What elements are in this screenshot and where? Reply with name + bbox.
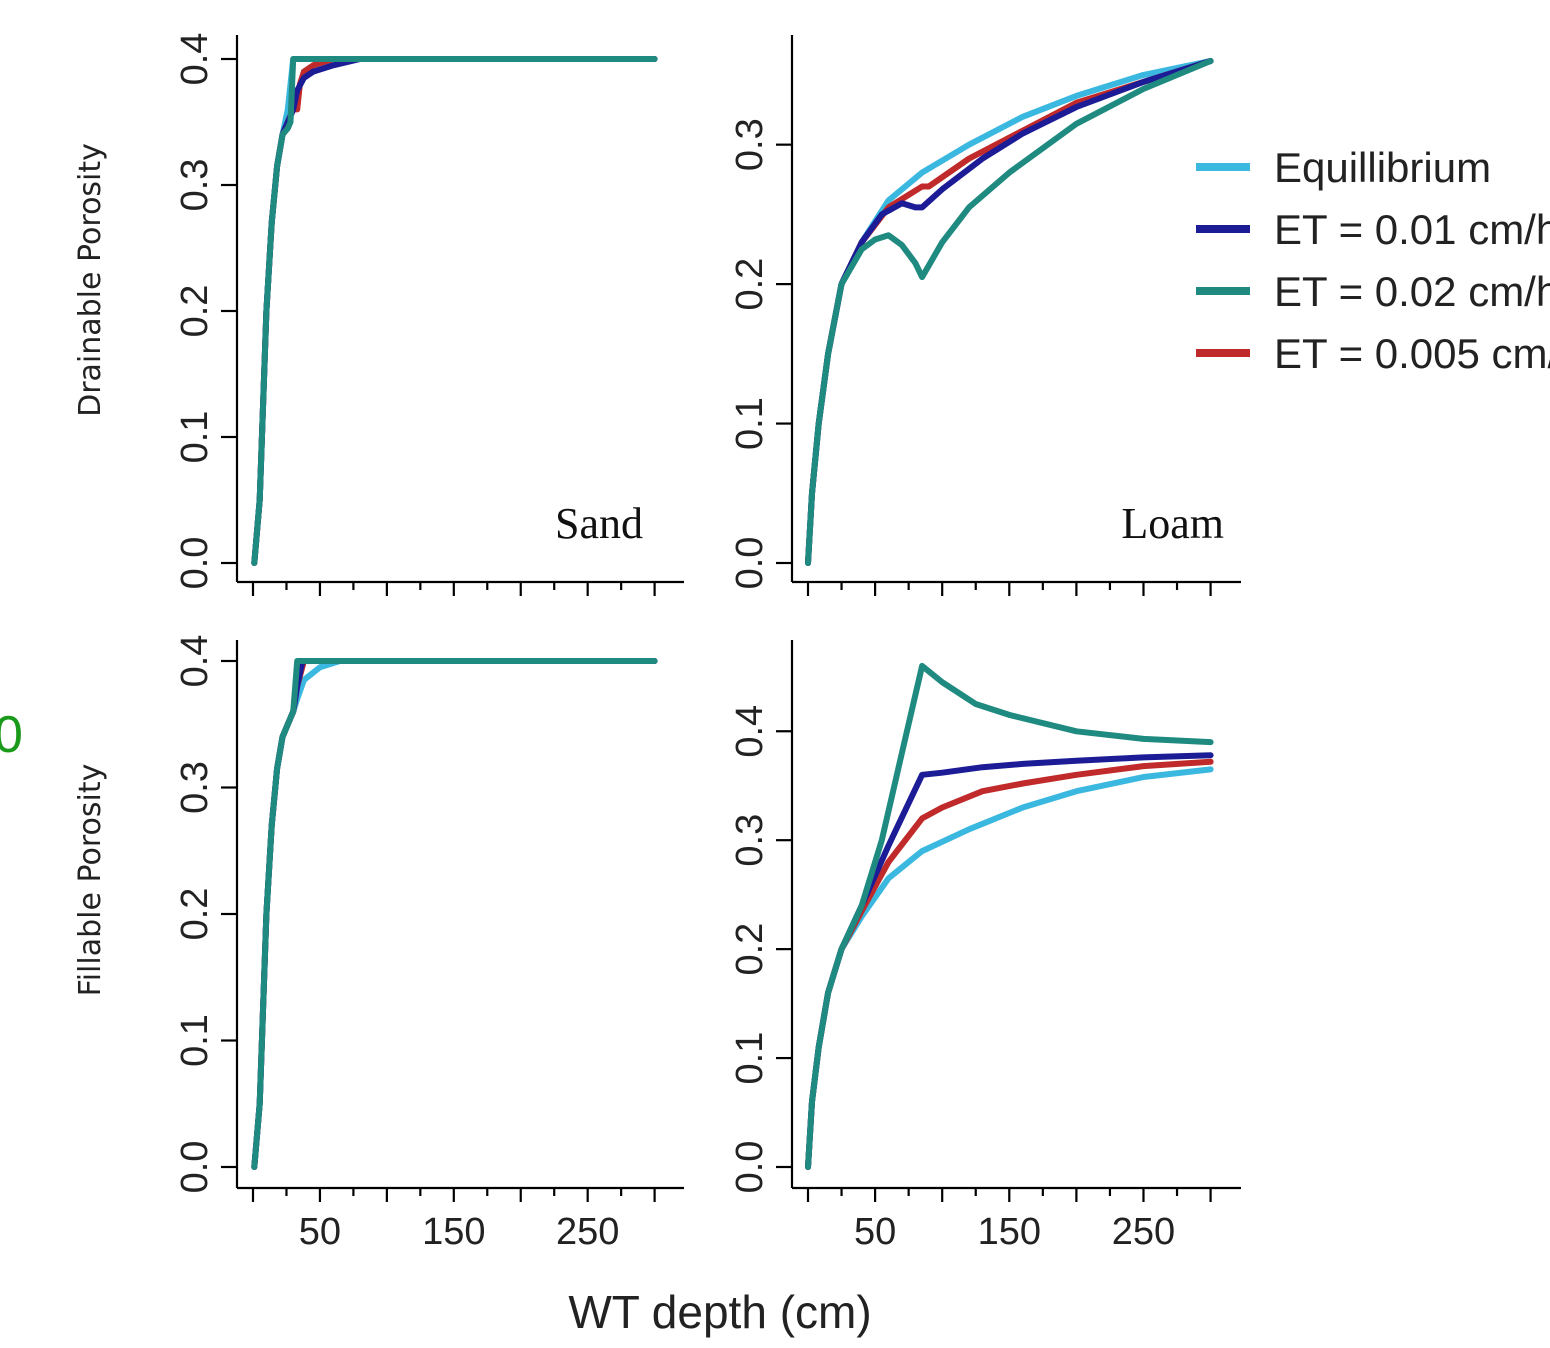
y-tick-label: 0.4	[174, 33, 216, 86]
legend-label: ET = 0.01 cm/h	[1274, 206, 1550, 253]
y-axis-label: Drainable Porosity	[73, 143, 108, 417]
y-tick-label: 0.3	[729, 814, 771, 867]
y-tick-label: 0.3	[729, 118, 771, 171]
y-tick-label: 0.2	[729, 923, 771, 976]
y-tick-label: 0.0	[729, 1141, 771, 1194]
y-tick-label: 0.0	[174, 537, 216, 590]
series-line-et-0-01-cm-h	[805, 752, 1214, 1170]
y-tick-label: 0.4	[729, 705, 771, 758]
y-tick-label: 0.1	[174, 1014, 216, 1067]
series-line-equillibrium	[805, 766, 1214, 1170]
panel-3: 0.0 0.1 0.2 0.3 0.4 50 150 250 Fillable Porosity	[73, 635, 684, 1253]
series-line-et-0-02-cm-h	[251, 56, 658, 566]
series-line-et-0-02-cm-h	[805, 662, 1214, 1170]
series-line-et-0-02-cm-h	[251, 658, 658, 1170]
y-tick-label: 0.1	[729, 397, 771, 450]
y-tick-label: 0.3	[174, 761, 216, 814]
panel-4: 0.0 0.1 0.2 0.3 0.4 50 150 250	[729, 640, 1241, 1253]
legend-label: Equillibrium	[1274, 144, 1491, 191]
panel-label: Loam	[1121, 499, 1224, 548]
y-tick-label: 0.0	[174, 1141, 216, 1194]
series-line-et-0-01-cm-h	[251, 658, 658, 1170]
series-line-et-0-01-cm-h	[251, 56, 658, 566]
panel-1: 0.0 0.1 0.2 0.3 0.4 Sand Drainable Porosity	[73, 33, 684, 596]
x-tick-label: 250	[556, 1211, 619, 1253]
x-tick-label: 50	[854, 1211, 896, 1253]
series-line-et-0-02-cm-h	[805, 58, 1214, 566]
panel-label: Sand	[555, 499, 643, 548]
y-axis-label: Fillable Porosity	[73, 764, 108, 997]
y-tick-label: 0.4	[174, 635, 216, 688]
x-tick-label: 150	[422, 1211, 485, 1253]
side-mark: 0	[0, 706, 23, 764]
legend-label: ET = 0.02 cm/h	[1274, 268, 1550, 315]
x-axis-label: WT depth (cm)	[568, 1286, 871, 1338]
y-tick-label: 0.1	[174, 411, 216, 464]
y-tick-label: 0.2	[174, 888, 216, 941]
series-line-et-0-005-cm-h	[251, 56, 658, 566]
panel-2: 0.0 0.1 0.2 0.3 Loam	[729, 35, 1241, 596]
series-line-equillibrium	[251, 658, 658, 1170]
series-line-et-0-005-cm-h	[805, 58, 1214, 566]
series-line-equillibrium	[251, 56, 658, 566]
x-tick-label: 50	[299, 1211, 341, 1253]
y-tick-label: 0.3	[174, 159, 216, 212]
series-line-et-0-005-cm-h	[251, 658, 658, 1170]
legend: Equillibrium ET = 0.01 cm/h ET = 0.02 cm/h…	[1196, 144, 1550, 377]
series-line-et-0-005-cm-h	[805, 758, 1214, 1170]
y-tick-label: 0.0	[729, 537, 771, 590]
x-tick-label: 250	[1112, 1211, 1175, 1253]
legend-label: ET = 0.005 cm/h	[1274, 330, 1550, 377]
y-tick-label: 0.2	[174, 285, 216, 338]
y-tick-label: 0.2	[729, 258, 771, 311]
x-tick-label: 150	[978, 1211, 1041, 1253]
y-tick-label: 0.1	[729, 1032, 771, 1085]
